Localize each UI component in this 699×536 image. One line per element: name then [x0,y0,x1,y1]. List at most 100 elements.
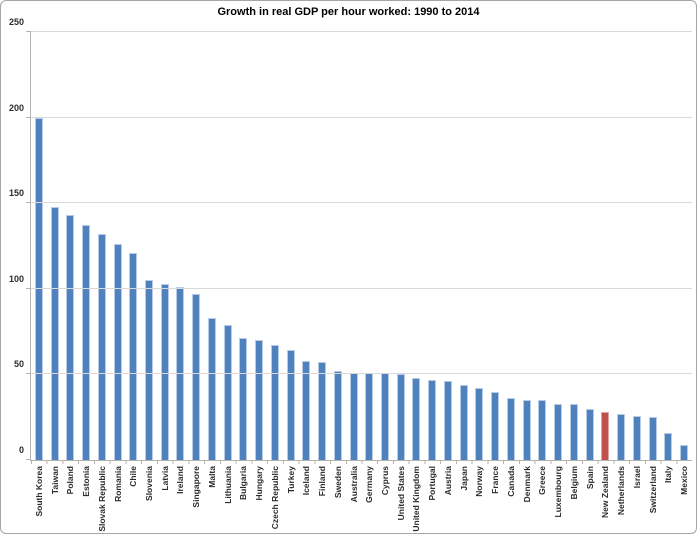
bar [82,225,91,460]
bar [349,372,358,460]
y-axis-tick [26,116,31,118]
x-axis-ticks [31,460,692,464]
bar [648,417,657,460]
y-axis-tick [26,373,31,375]
bar-slot: Slovenia [141,32,157,501]
x-axis-label: Latvia [159,466,170,491]
bar-slot: Estonia [78,32,94,497]
x-axis-label: Chile [128,466,139,487]
x-axis-label: Austria [442,466,453,496]
y-axis-tick [26,202,31,204]
bar [664,432,673,460]
bar [617,413,626,460]
bar-slot: Netherlands [613,32,629,515]
bar [223,324,232,460]
bar-slot: Romania [110,32,126,502]
x-axis-label: Malta [206,466,217,488]
y-axis-label: 250 [8,17,24,27]
x-axis-label: United States [395,466,406,521]
bar [538,400,547,460]
bar-slot: Japan [456,32,472,491]
x-axis-label: Cyprus [380,466,391,496]
bar [679,444,688,460]
bar [475,388,484,460]
bar [302,360,311,460]
x-axis-label: Lithuania [222,466,233,504]
bar [255,340,264,460]
bar [522,400,531,460]
bar [145,280,153,460]
bar-slot: Turkey [283,32,299,493]
x-axis-label: Israel [631,466,642,489]
x-axis-label: France [490,466,501,494]
bar-slot: Mexico [676,32,692,495]
x-axis-label: Romania [112,466,123,502]
bar-slot: United States [393,32,409,520]
bar-slot: Slovak Republic [94,32,110,532]
bar [270,345,279,460]
bar [491,391,500,460]
x-axis-label: Singapore [191,466,202,508]
bar-slot: Bulgaria [236,32,252,500]
y-axis-label: 50 [13,359,24,370]
x-axis-label: Germany [364,466,375,503]
x-axis-label: Czech Republic [269,466,280,530]
bar-slot: Ireland [173,32,189,494]
bar-slot: Luxembourg [550,32,566,517]
x-axis-label: Australia [348,466,359,503]
x-axis-label: Canada [505,466,516,497]
y-axis-tick [26,459,31,460]
bar-slot: Hungary [251,32,267,500]
x-axis-label: Switzerland [647,466,658,514]
bar-slot: Lithuania [220,32,236,504]
bar [396,374,405,460]
bar [207,317,216,460]
bar [333,370,342,460]
bar-slot: Austria [440,32,456,495]
x-axis-label: Greece [537,466,548,495]
bar-slot: Finland [314,32,330,496]
bar-slot: Sweden [330,32,346,498]
x-axis-label: Netherlands [616,466,627,516]
x-axis-label: Mexico [678,466,689,495]
y-axis-label: 0 [18,445,24,455]
x-axis-label: United Kingdom [411,466,422,532]
x-axis-label: Portugal [427,466,438,501]
bar-slot: Australia [346,32,362,502]
bar [239,338,248,460]
x-axis-label: Slovenia [144,466,154,501]
x-axis-label: Belgium [568,466,579,500]
gridline [31,202,692,204]
x-axis-label: Norway [474,466,485,497]
bar [554,403,563,460]
bar [459,384,468,460]
bar-slot: Belgium [566,32,582,500]
bar [66,215,75,460]
bar [365,372,374,460]
bar [97,234,106,460]
bar [192,293,201,460]
bar [412,377,421,460]
y-axis-label: 200 [8,102,24,113]
bar-slot: South Korea [31,32,47,517]
bar-slot: Spain [582,32,598,489]
bar [632,415,641,460]
y-axis-label: 150 [8,188,24,199]
bar-slot: Denmark [519,32,535,502]
x-axis-label: Taiwan [49,466,60,495]
x-axis-label: Bulgaria [238,466,249,501]
bar [428,379,437,460]
plot-area: South Korea Taiwan Poland Estonia Slovak Rep… [9,17,692,532]
bar [129,252,138,460]
x-axis-label: Slovak Republic [96,466,107,532]
bar-slot: Germany [361,32,377,503]
x-axis-label: South Korea [33,466,44,517]
bar [113,244,122,460]
bar-slot: Switzerland [645,32,661,513]
y-axis-label: 100 [8,273,24,284]
x-axis-label: Hungary [254,466,265,501]
bar-slot: Greece [535,32,551,495]
bar [569,403,578,460]
x-axis-label: Spain [584,466,595,490]
